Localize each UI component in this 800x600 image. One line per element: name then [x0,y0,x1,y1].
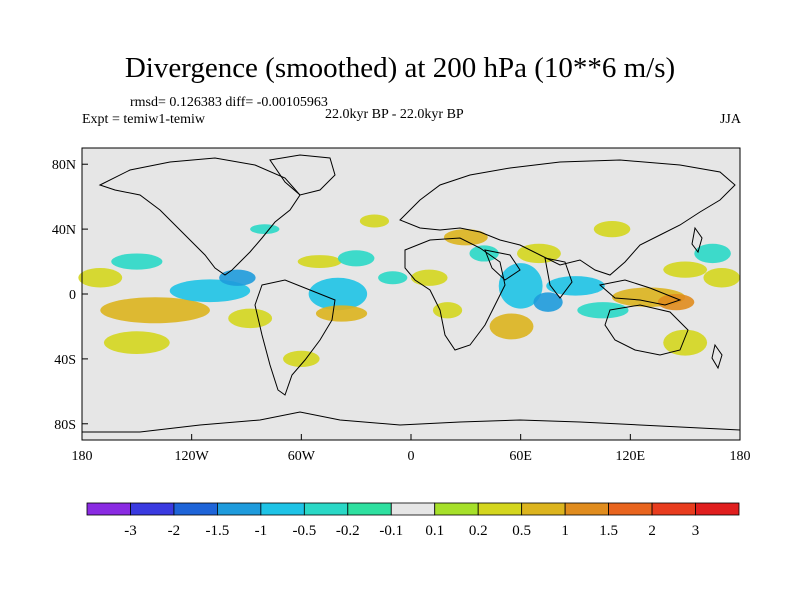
colorbar-label-3: -1 [255,523,268,539]
colorbar: -3 -2 -1.5 -1 -0.5 -0.2 -0.1 0.1 0.2 0.5 1 1.5 2 3 [86,502,740,539]
y-tick-label-4: 80S [54,418,76,433]
anomaly-region-9 [250,224,280,234]
colorbar-swatch-8 [434,502,479,516]
anomaly-region-5 [219,269,256,286]
colorbar-swatch-1 [130,502,175,516]
x-tick-label-0: 180 [72,449,93,464]
anomaly-region-2 [100,297,210,324]
anomaly-region-12 [359,214,390,228]
anomaly-region-14 [378,271,408,285]
season-label: JJA [719,112,741,127]
anomaly-region-29 [694,243,731,264]
anomaly-region-16 [432,302,463,319]
colorbar-label-0: -3 [124,523,137,539]
colorbar-swatch-14 [695,502,740,516]
y-axis: 80N 40N 0 40S 80S [52,158,88,433]
anomaly-region-24 [577,302,629,319]
x-tick-label-1: 120W [175,449,210,464]
anomaly-region-11 [337,250,375,267]
colorbar-label-13: 3 [692,523,700,539]
colorbar-label-2: -1.5 [206,523,230,539]
colorbar-label-4: -0.5 [292,523,316,539]
colorbar-swatch-13 [651,502,696,516]
time-period: 22.0kyr BP - 22.0kyr BP [325,107,464,122]
anomaly-region-3 [103,331,170,355]
anomaly-region-10 [297,255,342,269]
x-tick-label-4: 60E [509,449,532,464]
y-tick-label-1: 40N [52,223,76,238]
anomaly-region-21 [489,313,534,340]
colorbar-label-1: -2 [168,523,181,539]
anomaly-region-27 [593,221,631,238]
anomaly-region-23 [546,276,605,296]
colorbar-swatch-10 [521,502,566,516]
colorbar-swatch-3 [216,502,262,516]
colorbar-swatch-2 [173,502,218,516]
anomaly-region-26 [657,294,695,311]
anomaly-region-28 [663,261,708,278]
x-tick-label-2: 60W [288,449,316,464]
rmsd-diff-stats: rmsd= 0.126383 diff= -0.00105963 [130,95,328,110]
x-tick-label-6: 180 [730,449,751,464]
colorbar-label-9: 0.5 [512,523,531,539]
colorbar-label-12: 2 [648,523,656,539]
anomaly-region-7 [308,277,368,311]
colorbar-swatch-6 [347,502,392,516]
anomaly-layer [78,214,740,367]
anomaly-region-0 [78,268,123,288]
anomaly-region-20 [533,292,563,312]
colorbar-label-8: 0.2 [469,523,488,539]
anomaly-region-31 [703,268,740,288]
chart-title: Divergence (smoothed) at 200 hPa (10**6 … [124,52,676,84]
anomaly-region-1 [111,253,163,270]
y-tick-label-2: 0 [69,288,76,303]
anomaly-region-8 [315,305,368,322]
anomaly-region-15 [411,269,448,286]
colorbar-swatch-4 [260,502,305,516]
colorbar-swatch-5 [303,502,349,516]
colorbar-label-6: -0.1 [379,523,403,539]
colorbar-label-11: 1.5 [599,523,618,539]
colorbar-swatch-9 [477,502,523,516]
y-tick-label-0: 80N [52,158,76,173]
colorbar-label-10: 1 [561,523,569,539]
x-tick-label-3: 0 [408,449,415,464]
x-tick-label-5: 120E [616,449,646,464]
coastlines [82,154,741,433]
colorbar-label-5: -0.2 [336,523,360,539]
colorbar-swatch-0 [86,502,131,516]
anomaly-region-6 [228,308,273,329]
x-axis: 180 120W 60W 0 60E 120E 180 [72,434,751,464]
anomaly-region-30 [663,329,708,356]
colorbar-swatch-11 [564,502,610,516]
colorbar-swatch-12 [608,502,653,516]
colorbar-label-7: 0.1 [425,523,444,539]
y-tick-label-3: 40S [54,353,76,368]
colorbar-swatch-7 [390,502,436,516]
anomaly-region-19 [498,263,543,309]
anomaly-region-13 [283,350,320,367]
anomaly-region-18 [469,245,499,262]
experiment-label: Expt = temiw1-temiw [82,112,205,127]
anomaly-region-17 [443,229,488,246]
